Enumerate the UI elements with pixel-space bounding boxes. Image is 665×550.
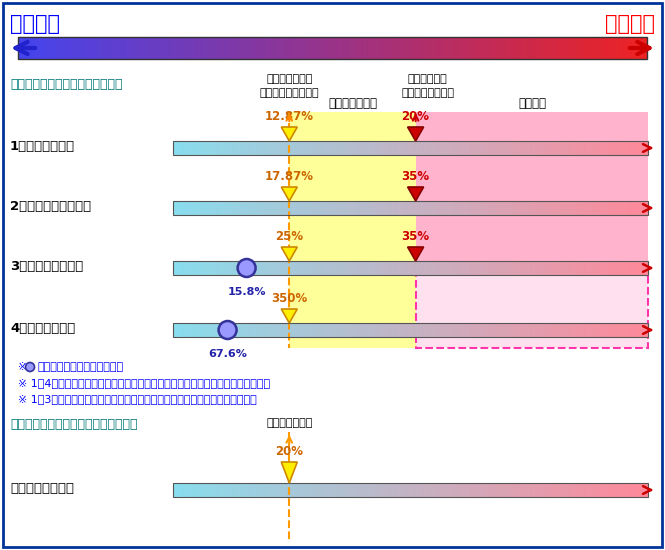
Text: （イエローカード）: （イエローカード） — [259, 88, 319, 98]
Polygon shape — [281, 309, 297, 323]
Text: 【早期健全化・再生のイメージ】: 【早期健全化・再生のイメージ】 — [10, 78, 122, 91]
Text: ・　資金不足比率: ・ 資金不足比率 — [10, 481, 74, 494]
Text: ※ 1～4の数値が一つでも早期健全化基準を超えるとイエローカードになります。: ※ 1～4の数値が一つでも早期健全化基準を超えるとイエローカードになります。 — [18, 378, 270, 388]
Polygon shape — [408, 127, 424, 141]
Text: 財政悪化: 財政悪化 — [605, 14, 655, 34]
Bar — [173, 483, 648, 497]
Ellipse shape — [237, 259, 255, 277]
Text: ※ 1～3の数値が一つでも財政再生基準を超えるとレッドカードになります。: ※ 1～3の数値が一つでも財政再生基準を超えるとレッドカードになります。 — [18, 394, 257, 404]
Text: 4　将来負担比率: 4 将来負担比率 — [10, 322, 75, 334]
Text: 350%: 350% — [271, 292, 307, 305]
Text: 35%: 35% — [402, 230, 430, 243]
Polygon shape — [408, 247, 424, 261]
Text: 早期健全化段階: 早期健全化段階 — [328, 97, 377, 110]
Text: 2　連結実質赤字比率: 2 連結実質赤字比率 — [10, 200, 91, 212]
Text: 12.87%: 12.87% — [265, 110, 314, 123]
Text: 20%: 20% — [275, 445, 303, 458]
Text: 25%: 25% — [275, 230, 303, 243]
Polygon shape — [408, 187, 424, 201]
Ellipse shape — [219, 321, 237, 339]
Bar — [173, 201, 648, 215]
Polygon shape — [281, 187, 297, 201]
Text: 3　実質公債費比率: 3 実質公債費比率 — [10, 260, 83, 272]
Text: 17.87%: 17.87% — [265, 170, 314, 183]
Text: 35%: 35% — [402, 170, 430, 183]
Bar — [18, 37, 647, 59]
Text: 再生段階: 再生段階 — [518, 97, 546, 110]
Text: は国東市の数値を表します。: は国東市の数値を表します。 — [38, 362, 124, 372]
Polygon shape — [281, 247, 297, 261]
Bar — [416, 265, 648, 348]
Text: 財政健全: 財政健全 — [10, 14, 60, 34]
Polygon shape — [281, 127, 297, 141]
Bar — [173, 323, 648, 337]
Text: ※: ※ — [18, 362, 31, 372]
Text: 67.6%: 67.6% — [208, 349, 247, 359]
Text: 経営健全化基準: 経営健全化基準 — [266, 418, 313, 428]
Text: （レッドカード）: （レッドカード） — [401, 88, 454, 98]
Bar — [289, 112, 416, 348]
Text: 【公営企業の経営健全化のイメージ】: 【公営企業の経営健全化のイメージ】 — [10, 418, 138, 431]
Bar — [173, 141, 648, 155]
Bar — [173, 261, 648, 275]
Polygon shape — [281, 462, 297, 483]
Text: 15.8%: 15.8% — [227, 287, 266, 297]
Text: 1　実質赤字比率: 1 実質赤字比率 — [10, 140, 75, 152]
Bar — [416, 112, 648, 265]
Ellipse shape — [25, 362, 35, 371]
Text: 財政再生基準: 財政再生基準 — [408, 74, 448, 84]
Text: 早期健全化基準: 早期健全化基準 — [266, 74, 313, 84]
Text: 20%: 20% — [402, 110, 430, 123]
